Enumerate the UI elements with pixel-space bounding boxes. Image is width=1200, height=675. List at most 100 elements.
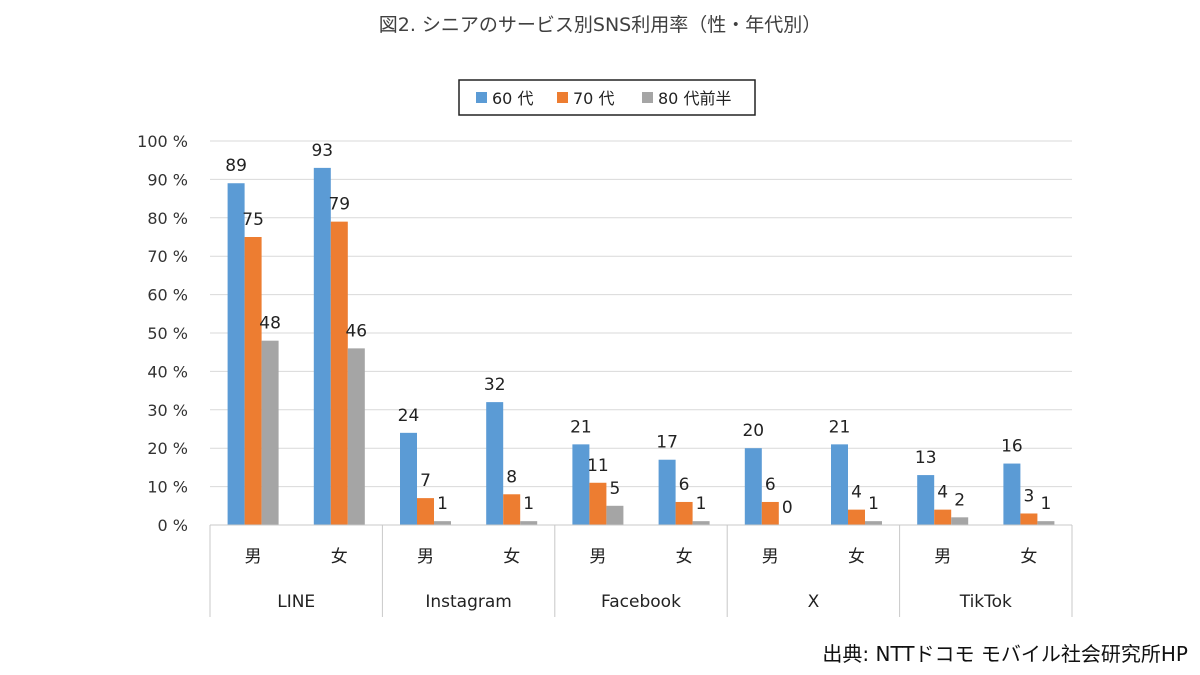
y-tick-label: 100 %: [137, 132, 188, 151]
data-label: 20: [742, 421, 764, 441]
data-label: 3: [1023, 486, 1034, 506]
x-group-label: Instagram: [425, 592, 512, 612]
y-tick-label: 80 %: [147, 209, 188, 228]
x-subcategory-label: 男: [589, 547, 606, 567]
data-label: 48: [259, 314, 281, 334]
x-subcategory-label: 男: [417, 547, 434, 567]
x-subcategory-label: 女: [331, 547, 348, 567]
legend-label: 70 代: [573, 89, 614, 108]
legend-box: [458, 79, 756, 116]
bar: [503, 494, 521, 525]
data-label: 8: [506, 467, 517, 487]
x-group-label: TikTok: [959, 592, 1012, 612]
data-label: 75: [242, 210, 264, 230]
data-label: 6: [679, 475, 690, 495]
legend-label: 60 代: [492, 89, 533, 108]
bar: [606, 505, 624, 525]
data-label: 5: [609, 479, 620, 499]
data-label: 1: [696, 494, 707, 514]
bar: [400, 432, 417, 525]
bar: [589, 482, 607, 525]
data-label: 79: [328, 195, 350, 215]
x-axis: 男 女 LINE 男 女 Instagram 男 女 Facebook 男 女 X 男 女 TikTok: [209, 524, 1073, 617]
chart-title: 図2. シニアのサービス別SNS利用率（性・年代別）: [379, 14, 822, 36]
data-label: 46: [345, 321, 367, 341]
bar: [261, 340, 279, 525]
bar: [486, 402, 504, 525]
legend-swatch: [557, 92, 568, 103]
legend: 60 代 70 代 80 代前半: [458, 79, 756, 116]
bar: [831, 444, 848, 525]
x-subcategory-label: 女: [1020, 547, 1037, 567]
bar: [917, 475, 935, 525]
x-subcategory-label: 女: [848, 547, 865, 567]
y-axis: 0 % 10 % 20 % 30 % 40 % 50 % 60 % 70 % 80 % 90 % 1…: [137, 132, 188, 535]
bar: [330, 221, 348, 525]
legend-swatch: [476, 92, 487, 103]
bar: [244, 237, 262, 525]
y-tick-label: 30 %: [147, 401, 188, 420]
data-label: 7: [420, 471, 431, 491]
data-label: 4: [851, 483, 862, 503]
data-label: 17: [656, 433, 678, 453]
bar: [865, 521, 882, 525]
data-label: 93: [311, 141, 333, 161]
data-label: 0: [782, 498, 793, 518]
data-label: 24: [398, 406, 420, 426]
x-subcategory-label: 男: [762, 547, 779, 567]
bar: [692, 521, 710, 525]
bar: [313, 167, 331, 525]
y-tick-label: 90 %: [147, 170, 188, 189]
data-label: 11: [587, 456, 609, 476]
bars: [227, 167, 1055, 526]
bar: [658, 459, 676, 525]
bar: [227, 183, 245, 526]
y-tick-label: 40 %: [147, 362, 188, 381]
y-tick-label: 10 %: [147, 478, 188, 497]
bar: [434, 521, 451, 525]
bar: [951, 517, 969, 525]
bar: [1003, 463, 1021, 525]
bar: [675, 501, 693, 525]
data-label: 32: [484, 375, 506, 395]
data-label: 16: [1001, 437, 1023, 457]
bar: [520, 521, 538, 525]
data-label: 2: [954, 490, 965, 510]
bar: [761, 501, 779, 525]
bar: [417, 498, 434, 525]
x-subcategory-label: 男: [934, 547, 951, 567]
data-label: 21: [829, 417, 851, 437]
data-label: 1: [523, 494, 534, 514]
legend-swatch: [642, 92, 653, 103]
bar: [572, 444, 590, 525]
data-label: 21: [570, 417, 592, 437]
x-group-label: X: [808, 592, 820, 612]
data-label: 4: [937, 483, 948, 503]
data-label: 13: [915, 448, 937, 468]
x-subcategory-label: 女: [676, 547, 693, 567]
bar: [347, 348, 365, 525]
legend-label: 80 代前半: [658, 89, 731, 108]
y-tick-label: 0 %: [158, 516, 188, 535]
bar: [934, 509, 952, 525]
bar: [848, 509, 865, 525]
data-label: 1: [1040, 494, 1051, 514]
bar: [744, 448, 762, 525]
data-label: 89: [225, 156, 247, 176]
bar: [1037, 521, 1055, 525]
x-subcategory-label: 男: [245, 547, 262, 567]
x-subcategory-label: 女: [503, 547, 520, 567]
bar: [1020, 513, 1038, 525]
x-group-label: LINE: [277, 592, 315, 612]
source-note: 出典: NTTドコモ モバイル社会研究所HP: [822, 642, 1188, 666]
data-label: 6: [765, 475, 776, 495]
y-tick-label: 70 %: [147, 247, 188, 266]
y-tick-label: 60 %: [147, 286, 188, 305]
x-group-label: Facebook: [601, 592, 681, 612]
data-label: 1: [437, 494, 448, 514]
y-tick-label: 50 %: [147, 324, 188, 343]
data-label: 1: [868, 494, 879, 514]
y-tick-label: 20 %: [147, 439, 188, 458]
